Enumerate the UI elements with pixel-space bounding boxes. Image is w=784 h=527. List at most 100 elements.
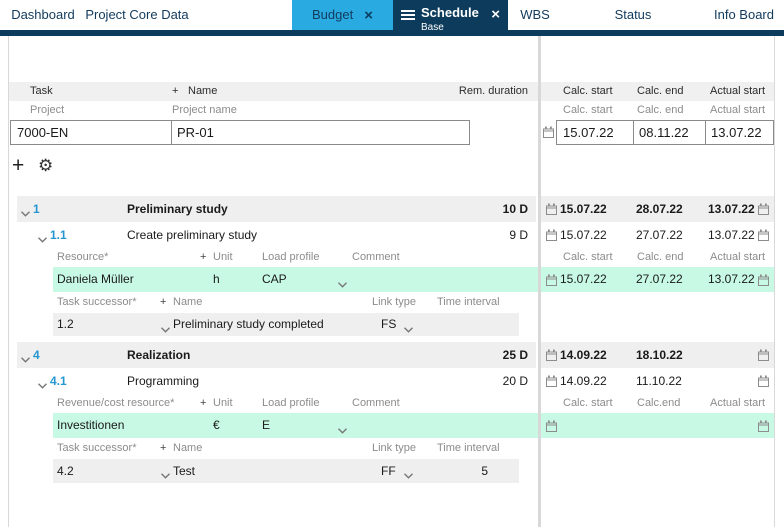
calendar-icon[interactable] bbox=[757, 420, 770, 438]
calc-end-value[interactable]: 11.10.22 bbox=[636, 374, 682, 388]
resource-unit[interactable]: h bbox=[213, 272, 220, 286]
successor-link-type[interactable]: FS bbox=[381, 317, 397, 331]
chevron-down-icon[interactable] bbox=[337, 276, 348, 294]
chevron-down-icon[interactable] bbox=[160, 467, 171, 485]
successor-name[interactable]: Preliminary study completed bbox=[173, 317, 324, 331]
panel-divider[interactable] bbox=[538, 36, 541, 527]
project-input[interactable]: 7000-EN PR-01 bbox=[10, 120, 470, 145]
resource-load-profile[interactable]: CAP bbox=[262, 272, 287, 286]
chevron-down-icon[interactable] bbox=[37, 231, 48, 249]
calendar-icon[interactable] bbox=[757, 203, 770, 221]
task-duration[interactable]: 25 D bbox=[502, 348, 528, 362]
resource-dates-row[interactable]: 15.07.22 27.07.22 13.07.22 bbox=[541, 267, 774, 292]
calendar-icon[interactable] bbox=[545, 420, 558, 438]
resource-name[interactable]: Daniela Müller bbox=[57, 272, 134, 286]
task-number[interactable]: 1 bbox=[33, 202, 40, 216]
task-dates-row[interactable]: 14.09.22 18.10.22 bbox=[541, 342, 774, 368]
add-successor-icon[interactable]: + bbox=[160, 442, 167, 454]
chevron-down-icon[interactable] bbox=[160, 321, 171, 339]
tab-wbs[interactable]: WBS bbox=[520, 7, 550, 22]
successor-row[interactable]: 1.2 Preliminary study completed FS bbox=[9, 313, 538, 336]
task-title[interactable]: Programming bbox=[127, 374, 200, 388]
calc-end-value[interactable]: 18.10.22 bbox=[636, 348, 683, 362]
calendar-icon[interactable] bbox=[545, 349, 558, 367]
calc-end-field[interactable]: 08.11.22 bbox=[639, 125, 689, 140]
calendar-icon[interactable] bbox=[545, 274, 558, 292]
actual-start-value[interactable]: 13.07.22 bbox=[708, 272, 755, 286]
calendar-icon[interactable] bbox=[757, 349, 770, 367]
resource-load-profile[interactable]: E bbox=[262, 418, 271, 432]
actual-start-value[interactable]: 13.07.22 bbox=[708, 202, 755, 216]
chevron-down-icon[interactable] bbox=[403, 467, 414, 485]
add-task-icon[interactable]: + bbox=[12, 154, 25, 177]
calc-start-field[interactable]: 15.07.22 bbox=[563, 125, 614, 140]
add-resource-icon[interactable]: + bbox=[200, 251, 207, 263]
project-name-field[interactable]: PR-01 bbox=[177, 125, 214, 140]
close-icon[interactable]: × bbox=[364, 6, 373, 24]
calc-start-value[interactable]: 14.09.22 bbox=[560, 348, 607, 362]
task-dates-row[interactable]: 14.09.22 11.10.22 bbox=[541, 368, 774, 394]
task-dates-row[interactable]: 15.07.22 27.07.22 13.07.22 bbox=[541, 222, 774, 248]
calendar-icon[interactable] bbox=[542, 126, 555, 144]
task-duration[interactable]: 20 D bbox=[502, 374, 528, 388]
calc-start-value[interactable]: 15.07.22 bbox=[560, 272, 607, 286]
chevron-down-icon[interactable] bbox=[37, 377, 48, 395]
menu-icon[interactable] bbox=[401, 10, 415, 21]
chevron-down-icon[interactable] bbox=[20, 351, 31, 369]
resource-unit[interactable]: € bbox=[213, 418, 220, 432]
add-column-icon[interactable]: + bbox=[172, 85, 179, 97]
resource-row[interactable]: Daniela Müller h CAP bbox=[9, 267, 538, 292]
task-duration[interactable]: 9 D bbox=[509, 228, 528, 242]
task-row[interactable]: 4 Realization 25 D bbox=[9, 342, 538, 368]
project-dates-input[interactable]: 15.07.22 08.11.22 13.07.22 bbox=[556, 120, 774, 145]
calendar-icon[interactable] bbox=[545, 229, 558, 247]
tab-info-board[interactable]: Info Board bbox=[714, 7, 774, 22]
actual-start-value[interactable]: 13.07.22 bbox=[708, 228, 755, 242]
task-number[interactable]: 4.1 bbox=[50, 374, 67, 388]
successor-time-interval[interactable]: 5 bbox=[481, 464, 488, 478]
calc-start-value[interactable]: 15.07.22 bbox=[560, 228, 607, 242]
calendar-icon[interactable] bbox=[757, 229, 770, 247]
calc-end-value[interactable]: 28.07.22 bbox=[636, 202, 683, 216]
successor-row[interactable]: 4.2 Test FF 5 bbox=[9, 459, 538, 483]
task-title[interactable]: Create preliminary study bbox=[127, 228, 258, 242]
successor-id[interactable]: 1.2 bbox=[57, 317, 74, 331]
task-row[interactable]: 4.1 Programming 20 D bbox=[9, 368, 538, 394]
task-dates-row[interactable]: 15.07.22 28.07.22 13.07.22 bbox=[541, 196, 774, 222]
calendar-icon[interactable] bbox=[757, 274, 770, 292]
chevron-down-icon[interactable] bbox=[403, 321, 414, 339]
calc-end-value[interactable]: 27.07.22 bbox=[636, 272, 683, 286]
actual-start-field[interactable]: 13.07.22 bbox=[711, 125, 762, 140]
calc-start-value[interactable]: 14.09.22 bbox=[560, 374, 607, 388]
resource-dates-row[interactable] bbox=[541, 413, 774, 438]
calendar-icon[interactable] bbox=[545, 203, 558, 221]
calc-start-value[interactable]: 15.07.22 bbox=[560, 202, 607, 216]
close-icon[interactable]: × bbox=[491, 6, 500, 23]
tab-dashboard[interactable]: Dashboard bbox=[11, 7, 75, 22]
project-id-field[interactable]: 7000-EN bbox=[17, 125, 69, 140]
tab-status[interactable]: Status bbox=[614, 7, 652, 22]
task-title[interactable]: Realization bbox=[127, 348, 191, 362]
task-number[interactable]: 4 bbox=[33, 348, 40, 362]
resource-row[interactable]: Investitionen € E bbox=[9, 413, 538, 438]
calendar-icon[interactable] bbox=[545, 375, 558, 393]
task-row[interactable]: 1 Preliminary study 10 D bbox=[9, 196, 538, 222]
gear-icon[interactable]: ⚙ bbox=[38, 156, 54, 175]
add-successor-icon[interactable]: + bbox=[160, 296, 167, 308]
task-number[interactable]: 1.1 bbox=[50, 228, 67, 242]
task-row[interactable]: 1.1 Create preliminary study 9 D bbox=[9, 222, 538, 248]
add-resource-icon[interactable]: + bbox=[200, 397, 207, 409]
tab-budget[interactable]: Budget × bbox=[292, 0, 393, 30]
chevron-down-icon[interactable] bbox=[20, 205, 31, 223]
tab-schedule[interactable]: Schedule × Base bbox=[393, 0, 508, 36]
tab-project-core-data[interactable]: Project Core Data bbox=[85, 7, 189, 22]
task-duration[interactable]: 10 D bbox=[502, 202, 528, 216]
calc-end-value[interactable]: 27.07.22 bbox=[636, 228, 683, 242]
successor-name[interactable]: Test bbox=[173, 464, 196, 478]
successor-id[interactable]: 4.2 bbox=[57, 464, 74, 478]
successor-link-type[interactable]: FF bbox=[381, 464, 396, 478]
calendar-icon[interactable] bbox=[757, 375, 770, 393]
resource-name[interactable]: Investitionen bbox=[57, 418, 125, 432]
task-title[interactable]: Preliminary study bbox=[127, 202, 228, 216]
chevron-down-icon[interactable] bbox=[337, 422, 348, 440]
